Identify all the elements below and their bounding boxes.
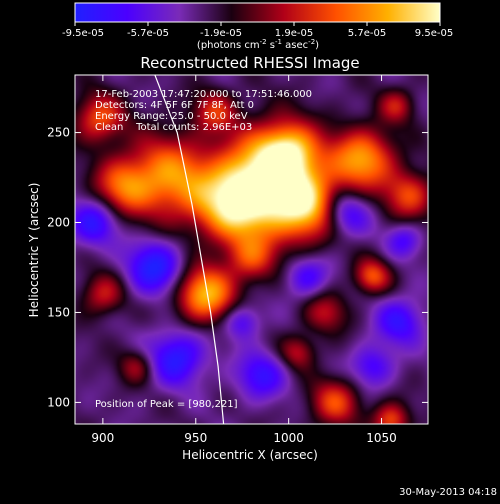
annotation-detectors: Detectors: 4F 5F 6F 7F 8F, Att 0 — [95, 100, 254, 111]
plot-frame — [74, 74, 429, 425]
colorbar-label-part: asec — [282, 40, 308, 51]
annotation-energy: Energy Range: 25.0 - 50.0 keV — [95, 111, 248, 122]
colorbar-tick-label: -1.9e-05 — [200, 28, 242, 39]
colorbar-tick-label: 9.5e-05 — [415, 28, 453, 39]
colorbar-label: (photons cm-2 s-1 asec-2) — [197, 38, 319, 51]
colorbar-label-exp: -1 — [275, 38, 282, 46]
annotation-time: 17-Feb-2003 17:47:20.000 to 17:51:46.000 — [95, 89, 312, 100]
colorbar-tick-label: 5.7e-05 — [348, 28, 386, 39]
x-tick-label: 1050 — [366, 431, 397, 445]
x-axis: 900 950 1000 1050 — [91, 75, 397, 445]
y-axis: 100 150 200 250 — [47, 126, 428, 409]
colorbar-label-part: (photons cm — [197, 40, 260, 51]
colorbar-tick-label: -9.5e-05 — [62, 28, 104, 39]
colorbar-bar — [74, 2, 441, 23]
colorbar-label-part: s — [267, 40, 275, 51]
annotation-block: 17-Feb-2003 17:47:20.000 to 17:51:46.000… — [95, 89, 312, 133]
y-tick-label: 150 — [47, 305, 70, 319]
chart-title: Reconstructed RHESSI Image — [140, 54, 359, 72]
plot-area — [74, 74, 429, 425]
y-tick-label: 100 — [47, 395, 70, 409]
annotation-counts: Clean Total counts: 2.96E+03 — [95, 122, 252, 133]
x-tick-label: 1000 — [273, 431, 304, 445]
colorbar-label-exp: -2 — [308, 38, 315, 46]
peak-position-label: Position of Peak = [980,221] — [95, 399, 238, 410]
solar-limb-curve — [154, 75, 225, 424]
y-axis-label: Heliocentric Y (arcsec) — [27, 183, 41, 318]
colorbar-label-exp: -2 — [260, 38, 267, 46]
colorbar: -9.5e-05 -5.7e-05 -1.9e-05 1.9e-05 5.7e-05 9.… — [62, 2, 453, 51]
x-tick-label: 900 — [91, 431, 114, 445]
footer-date: 30-May-2013 04:18 — [399, 487, 497, 498]
x-tick-label: 950 — [184, 431, 207, 445]
y-tick-label: 200 — [47, 216, 70, 230]
colorbar-tick-label: -5.7e-05 — [127, 28, 169, 39]
y-tick-label: 250 — [47, 126, 70, 140]
colorbar-ticks: -9.5e-05 -5.7e-05 -1.9e-05 1.9e-05 5.7e-05 9.… — [62, 22, 453, 39]
colorbar-label-part: ) — [315, 40, 319, 51]
heatmap-image — [75, 75, 428, 424]
colorbar-tick-label: 1.9e-05 — [275, 28, 313, 39]
x-axis-label: Heliocentric X (arcsec) — [182, 448, 318, 462]
